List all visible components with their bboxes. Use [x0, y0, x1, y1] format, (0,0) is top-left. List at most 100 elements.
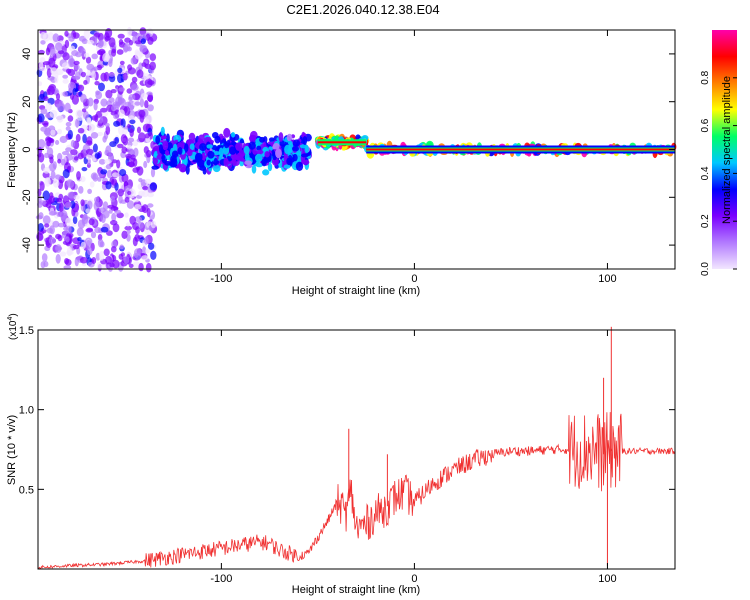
- spectrogram-cell: [61, 62, 70, 70]
- spectrogram-cell: [124, 212, 129, 218]
- spectrogram-cell: [304, 145, 309, 154]
- spectrogram-cell: [135, 252, 142, 261]
- spectrogram-cell: [91, 53, 98, 60]
- spectrogram-cell: [100, 169, 108, 175]
- spectrogram-cell: [41, 253, 48, 262]
- spectrogram-cell: [88, 218, 95, 226]
- spectrogram-panel: -100 0 100 -40 -20 0 20 40 Height of straight l…: [6, 26, 677, 297]
- spectrogram-cell: [63, 265, 72, 270]
- spectrogram-cell: [44, 177, 51, 187]
- spectrogram-cell: [81, 108, 87, 113]
- spectrogram-cell: [86, 227, 93, 232]
- spectrogram-cell: [138, 190, 146, 197]
- spectrogram-cell: [85, 239, 92, 250]
- spectrogram-cell: [187, 148, 193, 157]
- spectrogram-cell: [49, 156, 54, 164]
- spectrogram-cell: [125, 153, 132, 159]
- spectrogram-cell: [86, 39, 95, 45]
- spectrogram-cell: [138, 109, 146, 118]
- spectrogram-cell: [38, 152, 45, 163]
- spectrogram-cell: [48, 195, 56, 204]
- spectrogram-cell: [55, 253, 61, 264]
- spectrogram-cell: [85, 208, 91, 214]
- spectrogram-cell: [123, 181, 129, 187]
- spectrogram-cell: [50, 170, 56, 180]
- spectrogram-cell: [146, 91, 153, 96]
- spectrogram-cell: [62, 52, 70, 61]
- spectrogram-cell: [142, 185, 149, 191]
- spectrogram-cell: [114, 209, 121, 214]
- spectrogram-cell: [117, 33, 125, 39]
- spectrogram-cell: [109, 262, 115, 268]
- spectrogram-cell: [224, 143, 229, 149]
- spectrogram-cell: [134, 101, 141, 106]
- spectrogram-cell: [126, 144, 132, 150]
- spectrogram-cell: [102, 52, 110, 63]
- spectrogram-cell: [127, 123, 131, 129]
- spectrogram-cell: [63, 226, 69, 231]
- spectrogram-cell: [134, 234, 140, 242]
- spectrogram-cell: [130, 84, 139, 91]
- spectrogram-cell: [206, 159, 211, 166]
- y-tick-label: -40: [21, 237, 33, 253]
- spectrogram-cell: [42, 190, 50, 201]
- spectrogram-cell: [80, 93, 87, 103]
- spectrogram-cell: [283, 164, 291, 169]
- spectrogram-cell: [50, 67, 58, 75]
- spectrogram-cell: [138, 262, 144, 272]
- spectrogram-cell: [189, 143, 195, 151]
- spectrogram-cell: [56, 211, 62, 217]
- spectrogram-cell: [56, 103, 65, 112]
- x-tick-label: -100: [210, 573, 232, 585]
- spectrogram-cell: [127, 190, 132, 196]
- spectrogram-cell: [105, 255, 113, 265]
- spectrogram-cell: [145, 150, 152, 158]
- spectrogram-cell: [50, 129, 56, 136]
- spectrogram-cell: [110, 89, 117, 94]
- spectrogram-cell: [159, 144, 163, 154]
- spectrogram-cell: [162, 140, 169, 151]
- spectrogram-cell: [45, 112, 51, 118]
- spectrogram-cell: [45, 102, 52, 111]
- spectrogram-cell: [39, 32, 47, 40]
- spectrogram-cell: [52, 220, 60, 228]
- spectrogram-cell: [85, 154, 93, 160]
- spectrogram-cell: [75, 109, 83, 118]
- spectrogram-cell: [292, 146, 299, 152]
- spectrogram-cell: [302, 136, 308, 145]
- spectrogram-cell: [255, 162, 264, 168]
- spectrogram-cell: [243, 145, 250, 155]
- spectrogram-cell: [47, 85, 55, 96]
- spectrogram-cell: [62, 74, 69, 79]
- x-tick-label: -100: [210, 273, 232, 285]
- spectrogram-cell: [111, 172, 120, 178]
- colorbar-tick-label: 0.8: [700, 70, 711, 84]
- snr-multiplier-exp: 4: [7, 317, 14, 321]
- spectrogram-cell: [126, 229, 131, 234]
- x-tick-label: 100: [598, 573, 616, 585]
- spectrogram-cell: [286, 157, 292, 166]
- spectrogram-cell: [284, 144, 292, 155]
- spectrogram-cell: [108, 97, 115, 103]
- spectrogram-cell: [80, 71, 86, 78]
- spectrogram-cell: [149, 182, 158, 191]
- spectrogram-cell: [117, 73, 124, 84]
- spectrogram-cell: [72, 216, 78, 225]
- snr-marks: [37, 326, 675, 570]
- spectrogram-cell: [104, 159, 112, 164]
- spectrogram-cell: [130, 57, 137, 65]
- spectrogram-cell: [65, 147, 72, 152]
- spectrogram-cell: [103, 248, 110, 257]
- spectrogram-cell: [123, 44, 129, 53]
- spectrogram-cell: [153, 145, 161, 152]
- spectrogram-cell: [77, 152, 84, 160]
- x-tick-label: 0: [411, 273, 417, 285]
- snr-xlabel: Height of straight line (km): [292, 584, 420, 596]
- spectrogram-cell: [87, 188, 92, 194]
- spectrogram-cell: [55, 140, 60, 145]
- y-tick-label: 40: [21, 48, 33, 60]
- spectrogram-cell: [113, 114, 119, 120]
- spectrogram-cell: [90, 231, 97, 239]
- spectrogram-cell: [98, 82, 105, 92]
- spectrogram-cell: [86, 247, 93, 256]
